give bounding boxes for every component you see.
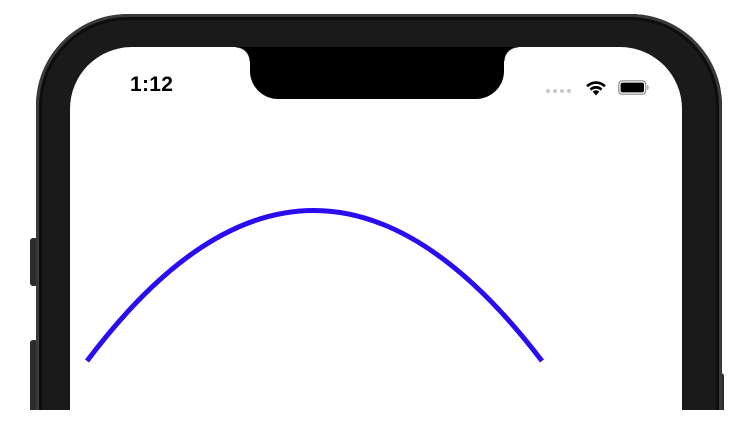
status-bar-time: 1:12	[130, 73, 174, 96]
volume-down-button	[30, 340, 38, 420]
wifi-icon	[586, 81, 606, 96]
bottom-cutoff	[0, 410, 732, 422]
notch	[236, 47, 518, 99]
cellular-signal-icon	[546, 89, 571, 93]
phone-screen: 1:12	[70, 47, 682, 422]
volume-up-button	[30, 238, 38, 286]
battery-icon	[618, 80, 649, 95]
